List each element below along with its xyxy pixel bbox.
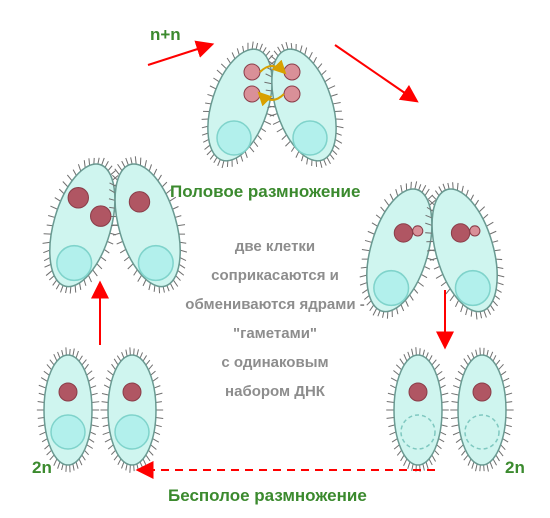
cycle-arrow [148,45,210,65]
cycle-arrow [335,45,415,100]
label-2n-left: 2n [32,458,52,478]
diagram-root: n+n Половое размножение 2n 2n Бесполое р… [0,0,550,518]
label-2n-right: 2n [505,458,525,478]
center-description: две клетки соприкасаются и обмениваются … [165,232,385,406]
title-asexual-reproduction: Бесполое размножение [168,486,367,506]
cell-single_pair_solid [37,347,163,472]
cell-pair_top [187,32,358,179]
title-sexual-reproduction: Половое размножение [170,182,360,202]
label-n-plus-n: n+n [150,25,181,45]
cell-single_pair_dashed [386,347,513,472]
